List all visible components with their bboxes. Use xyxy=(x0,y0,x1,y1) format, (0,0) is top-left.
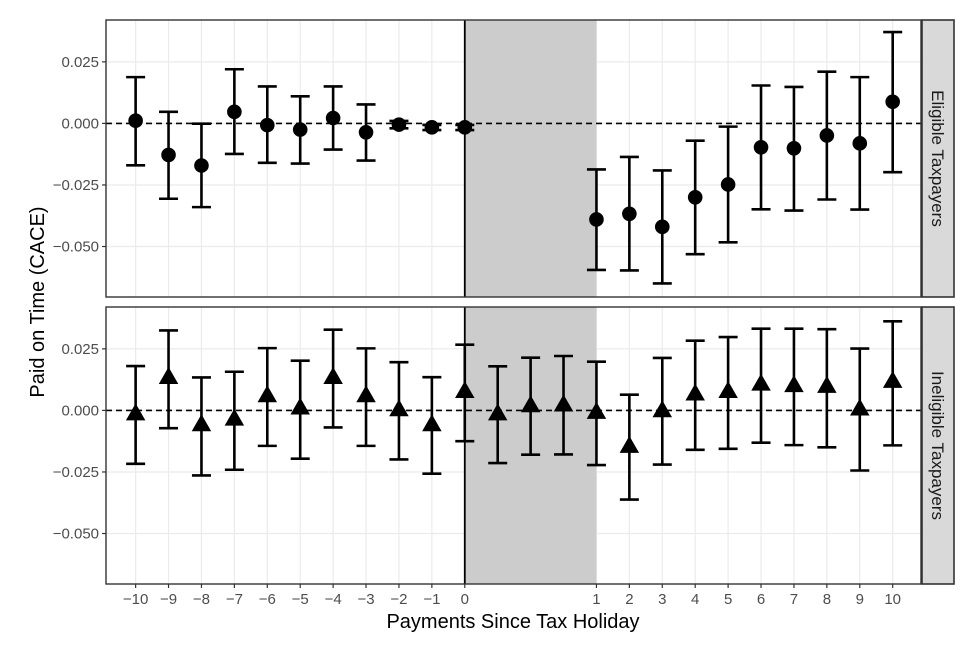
point-estimate xyxy=(125,403,146,421)
x-tick-label: −8 xyxy=(193,591,210,608)
x-tick-label: 6 xyxy=(757,591,765,608)
y-tick-label: −0.025 xyxy=(53,464,99,481)
point-estimate xyxy=(455,381,475,399)
y-tick-label: 0.000 xyxy=(61,115,99,132)
point-estimate xyxy=(325,110,341,126)
point-estimate xyxy=(323,366,343,384)
point-estimate xyxy=(224,408,245,426)
point-estimate xyxy=(718,381,738,399)
y-tick-label: −0.050 xyxy=(53,239,99,256)
x-tick-label: −2 xyxy=(390,591,407,608)
x-tick-label: 1 xyxy=(592,591,600,608)
point-estimate xyxy=(424,120,440,135)
point-estimate xyxy=(619,435,640,453)
point-estimate xyxy=(257,385,278,403)
x-tick-label: 9 xyxy=(856,591,864,608)
y-tick-label: 0.025 xyxy=(61,54,99,71)
point-estimate xyxy=(292,122,308,137)
x-tick-label: −6 xyxy=(259,591,276,608)
panel-border xyxy=(105,306,922,585)
point-estimate xyxy=(356,385,376,403)
point-estimate xyxy=(191,414,212,432)
point-estimate xyxy=(786,140,802,156)
point-estimate xyxy=(422,414,442,432)
x-tick-label: −10 xyxy=(123,591,148,608)
x-tick-label: 5 xyxy=(724,591,732,608)
x-tick-label: 10 xyxy=(884,591,901,608)
y-tick-label: 0.000 xyxy=(61,402,99,419)
x-tick-label: −7 xyxy=(226,591,243,608)
y-tick-label: −0.025 xyxy=(53,177,99,194)
point-estimate xyxy=(161,147,176,163)
facet-strip: Ineligible Taxpayers xyxy=(921,306,955,585)
x-tick-label: −4 xyxy=(325,591,342,608)
point-estimate xyxy=(819,128,835,143)
point-estimate xyxy=(259,117,275,133)
point-estimate xyxy=(784,375,804,393)
x-tick-label: 4 xyxy=(691,591,699,608)
y-tick-label: −0.050 xyxy=(53,526,99,543)
x-tick-label: 3 xyxy=(658,591,666,608)
y-tick-label: 0.025 xyxy=(61,341,99,358)
point-estimate xyxy=(850,398,870,416)
point-estimate xyxy=(885,94,900,110)
facet-panel-2: 0.025 0.000 −0.025 −0.050 Ineligible Taxpaye… xyxy=(53,306,955,585)
point-estimate xyxy=(520,395,541,413)
point-estimate xyxy=(882,370,903,388)
x-tick-label: −5 xyxy=(292,591,309,608)
point-estimate xyxy=(553,394,574,412)
point-estimate xyxy=(852,136,868,151)
facet-strip-background xyxy=(921,19,955,298)
point-estimate xyxy=(586,401,607,419)
x-tick-label: 2 xyxy=(625,591,633,608)
point-estimate xyxy=(487,403,508,421)
x-tick-label: −9 xyxy=(160,591,177,608)
point-estimate xyxy=(720,177,736,192)
facet-panel-1: 0.025 0.000 −0.025 −0.050 Eligible Taxpayers xyxy=(53,19,955,298)
x-tick-label: −3 xyxy=(357,591,374,608)
point-estimate xyxy=(194,158,209,173)
point-estimate xyxy=(753,139,769,155)
point-estimate xyxy=(358,124,374,140)
x-tick-label: −1 xyxy=(423,591,440,608)
x-axis-title: Payments Since Tax Holiday xyxy=(386,611,639,633)
point-estimate xyxy=(290,397,310,415)
point-estimate xyxy=(457,120,473,135)
point-estimate xyxy=(817,375,837,393)
point-estimate xyxy=(622,206,637,222)
x-tick-label: 7 xyxy=(790,591,798,608)
facet-strip-label: Ineligible Taxpayers xyxy=(928,371,947,520)
x-tick-label: 8 xyxy=(823,591,831,608)
point-estimate xyxy=(158,366,179,384)
point-estimate xyxy=(128,113,143,129)
point-estimate xyxy=(654,219,670,235)
tax-holiday-shading xyxy=(464,20,597,297)
point-estimate xyxy=(389,399,409,417)
point-estimate xyxy=(589,212,604,227)
point-estimate xyxy=(652,400,673,418)
y-axis-title: Paid on Time (CACE) xyxy=(27,206,49,397)
facet-strip-label: Eligible Taxpayers xyxy=(928,90,947,227)
x-tick-label: 0 xyxy=(461,591,469,608)
panel-border xyxy=(105,19,922,298)
point-estimate xyxy=(391,117,407,132)
facet-strip: Eligible Taxpayers xyxy=(921,19,955,298)
point-estimate xyxy=(227,104,242,120)
point-estimate xyxy=(685,383,705,401)
point-estimate xyxy=(687,189,703,205)
facet-strip-background xyxy=(921,306,955,585)
point-estimate xyxy=(751,373,771,391)
